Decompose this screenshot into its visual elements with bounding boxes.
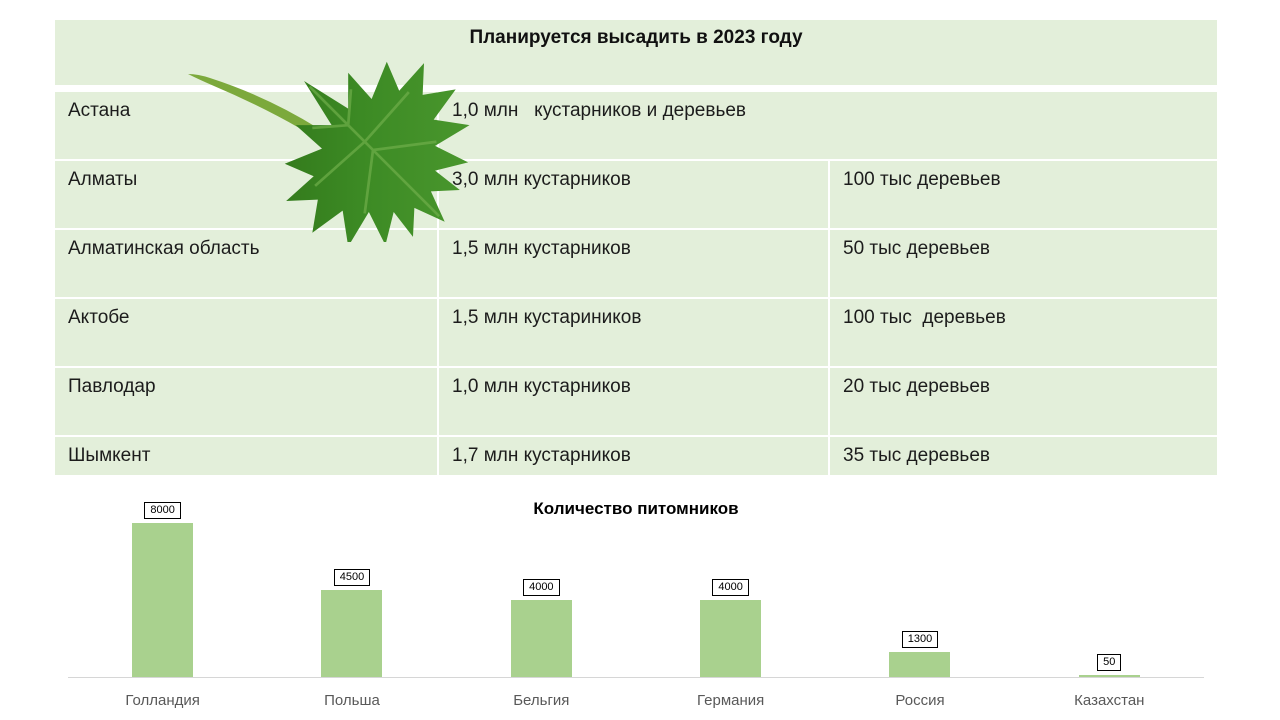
table-row-value: 1,5 млн кустариников bbox=[439, 299, 828, 366]
table-row-value: 100 тыс деревьев bbox=[830, 299, 1217, 366]
table-row-value: 20 тыс деревьев bbox=[830, 368, 1217, 435]
bar-column-kazakhstan: 50 bbox=[1015, 488, 1204, 677]
bar-kazakhstan bbox=[1078, 675, 1140, 677]
category-label: Казахстан bbox=[1074, 692, 1145, 709]
bar-column-poland: 4500 bbox=[257, 488, 446, 677]
bar-column-holland: 8000 bbox=[68, 488, 257, 677]
table-title: Планируется высадить в 2023 году bbox=[55, 20, 1217, 85]
table-row-value: 100 тыс деревьев bbox=[830, 161, 1217, 228]
table-row-city: Алматы bbox=[55, 161, 437, 228]
category-label: Польша bbox=[324, 692, 380, 709]
table-row-value: 35 тыс деревьев bbox=[830, 437, 1217, 475]
category-label: Россия bbox=[895, 692, 945, 709]
table-body: Астана 1,0 млн кустарников и деревьев Ал… bbox=[55, 92, 1217, 475]
bar-poland bbox=[321, 590, 383, 677]
bar-value-label: 50 bbox=[1097, 654, 1122, 671]
table-row-value: 1,0 млн кустарников и деревьев bbox=[439, 92, 1217, 159]
table-row-city: Алматинская область bbox=[55, 230, 437, 297]
chart-title: Количество питомников bbox=[533, 499, 739, 518]
table-row-city: Шымкент bbox=[55, 437, 437, 475]
category-label: Бельгия bbox=[513, 692, 570, 709]
chart-category-axis: Голландия Польша Бельгия Германия Россия… bbox=[68, 679, 1204, 709]
bar-belgium bbox=[510, 600, 572, 677]
planting-table: Планируется высадить в 2023 году Астана … bbox=[55, 20, 1217, 475]
chart-plot-area: 8000 4500 4000 4000 1300 50 bbox=[68, 488, 1204, 678]
bar-russia bbox=[889, 651, 951, 677]
table-row-value: 3,0 млн кустарников bbox=[439, 161, 828, 228]
bar-value-label: 4500 bbox=[333, 569, 371, 587]
bar-value-label: 4000 bbox=[523, 579, 560, 596]
table-row-value: 1,7 млн кустарников bbox=[439, 437, 828, 475]
bar-value-label: 8000 bbox=[144, 502, 181, 519]
bar-column-belgium: 4000 bbox=[447, 488, 636, 677]
bar-germany bbox=[700, 600, 762, 677]
bar-column-germany: 4000 bbox=[636, 488, 825, 677]
bar-value-label: 1300 bbox=[901, 630, 939, 648]
table-row-city: Актобе bbox=[55, 299, 437, 366]
category-label: Голландия bbox=[125, 692, 200, 709]
bar-value-label: 4000 bbox=[712, 579, 749, 596]
table-row-value: 1,0 млн кустарников bbox=[439, 368, 828, 435]
table-row-city: Павлодар bbox=[55, 368, 437, 435]
table-row-value: 50 тыс деревьев bbox=[830, 230, 1217, 297]
bar-holland bbox=[132, 523, 194, 677]
nursery-bar-chart: Количество питомников 8000 4500 4000 400… bbox=[68, 488, 1204, 713]
bar-column-russia: 1300 bbox=[825, 488, 1014, 677]
table-row-value: 1,5 млн кустарников bbox=[439, 230, 828, 297]
category-label: Германия bbox=[697, 692, 765, 709]
table-row-city: Астана bbox=[55, 92, 437, 159]
